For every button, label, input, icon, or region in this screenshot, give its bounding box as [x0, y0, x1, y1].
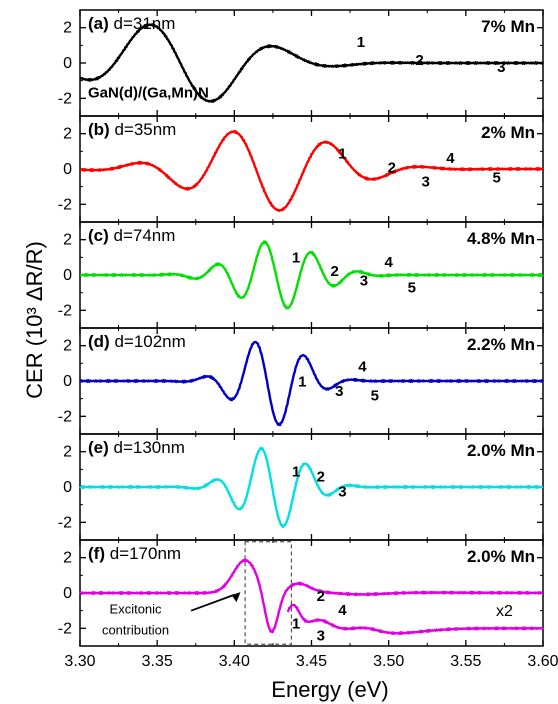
- peak-label: 3: [335, 383, 343, 400]
- series-line-x2: [286, 603, 544, 636]
- panel-c: 2 0 -2 (c) d=74nm 4.8% Mn 1 2 345: [58, 221, 544, 329]
- series-line: [79, 23, 544, 103]
- panel-letter: (c): [88, 226, 114, 245]
- y-tick-label: 2: [63, 20, 72, 37]
- panel-label: (c) d=74nm: [88, 226, 175, 245]
- series-line: [79, 558, 544, 634]
- panel-thickness: d=170nm: [110, 544, 181, 563]
- series-line: [78, 340, 544, 427]
- x-tick-label: 3.55: [450, 653, 481, 670]
- peak-label: 2: [330, 263, 338, 280]
- annotation-arrowhead: [231, 592, 241, 603]
- y-axis-title: CER (10³ ΔR/R): [22, 241, 47, 399]
- panel-label: (d) d=102nm: [88, 332, 186, 351]
- peak-label: 2: [317, 469, 325, 486]
- annotation-arrow: [190, 593, 235, 612]
- x-tick-label: 3.35: [142, 653, 173, 670]
- peak-label: 3: [338, 484, 346, 501]
- y-tick-label: -2: [58, 620, 72, 637]
- peak-label: 3: [360, 273, 368, 290]
- scale-note: x2: [496, 603, 513, 620]
- x-axis-title: Energy (eV): [271, 677, 388, 702]
- y-tick-label: 2: [63, 126, 72, 143]
- x-tick-label: 3.40: [219, 653, 250, 670]
- panel-label: (a) d=31nm: [88, 14, 175, 33]
- annotation-line-2: contribution: [102, 623, 169, 638]
- peak-label: 2: [388, 160, 396, 177]
- peak-label: 4: [358, 358, 367, 375]
- y-tick-label: 2: [63, 444, 72, 461]
- peak-label: 4: [338, 602, 347, 619]
- series-line: [79, 129, 544, 212]
- mn-concentration: 2.0% Mn: [467, 547, 535, 566]
- panel-thickness: d=74nm: [114, 226, 176, 245]
- peak-label: 3: [317, 628, 325, 645]
- y-tick-label: 2: [63, 232, 72, 249]
- panel-e: 20-2(e) d=130nm 2.0% Mn1 23: [58, 433, 544, 541]
- y-tick-label: 2: [63, 338, 72, 355]
- peak-label: 1: [338, 145, 346, 162]
- excitonic-box: [244, 541, 293, 645]
- x-tick-label: 3.45: [296, 653, 327, 670]
- mn-concentration: 2.0% Mn: [467, 441, 535, 460]
- series-line: [79, 446, 544, 529]
- panel-d: 2 0 -2 (d) d=102nm 2.2% Mn 1 345: [58, 327, 544, 435]
- panel-label: (e) d=130nm: [88, 438, 185, 457]
- peak-label: 5: [371, 387, 379, 404]
- y-tick-label: 0: [63, 373, 72, 390]
- panel-letter: (f): [88, 544, 110, 563]
- peak-label: 1: [292, 463, 300, 480]
- annotation-line-1: Excitonic: [110, 601, 163, 616]
- mn-concentration: 2.2% Mn: [467, 335, 535, 354]
- y-tick-label: -2: [58, 514, 72, 531]
- peak-label: 2: [415, 52, 423, 69]
- mn-concentration: 2% Mn: [481, 123, 535, 142]
- panel-letter: (a): [88, 14, 114, 33]
- panel-thickness: d=102nm: [114, 332, 185, 351]
- y-tick-label: -2: [58, 408, 72, 425]
- panel-label: (b) d=35nm: [88, 120, 176, 139]
- panel-letter: (d): [88, 332, 114, 351]
- peak-label: 1: [357, 34, 365, 51]
- panel-a: 2 0 -2 (a) d=31nm 7% Mn GaN(d)/(Ga,Mn)N 1 2 3: [58, 9, 544, 117]
- peak-label: 3: [422, 174, 430, 191]
- y-tick-label: -2: [58, 90, 72, 107]
- y-tick-label: -2: [58, 196, 72, 213]
- peak-label: 5: [493, 169, 501, 186]
- panel-letter: (b): [88, 120, 114, 139]
- panel-letter: (e): [88, 438, 114, 457]
- peak-label: 4: [446, 150, 455, 167]
- y-tick-label: 0: [63, 55, 72, 72]
- y-tick-label: -2: [58, 302, 72, 319]
- peak-label: 5: [408, 280, 416, 297]
- panel-thickness: d=35nm: [114, 120, 176, 139]
- mn-concentration: 4.8% Mn: [467, 229, 535, 248]
- peak-label: 1: [298, 373, 306, 390]
- panel-label: (f) d=170nm: [88, 544, 181, 563]
- mn-concentration: 7% Mn: [481, 17, 535, 36]
- y-tick-label: 0: [63, 585, 72, 602]
- x-tick-label: 3.50: [373, 653, 404, 670]
- structure-label: GaN(d)/(Ga,Mn)N: [88, 84, 209, 101]
- panel-f: 20-2(f) d=170nm 2.0% Mn2413Excitoniccontr…: [58, 539, 544, 647]
- y-tick-label: 2: [63, 550, 72, 567]
- panel-thickness: d=130nm: [114, 438, 185, 457]
- y-tick-label: 0: [63, 161, 72, 178]
- x-tick-label: 3.30: [64, 653, 95, 670]
- peak-label: 3: [497, 59, 505, 76]
- peak-label: 2: [317, 588, 325, 605]
- peak-label: 1: [292, 615, 300, 632]
- panel-thickness: d=31nm: [114, 14, 176, 33]
- panel-b: 2 0 -2 (b) d=35nm 2% Mn 1 2 34 5: [58, 115, 544, 223]
- x-tick-label: 3.60: [527, 653, 558, 670]
- y-tick-label: 0: [63, 479, 72, 496]
- peak-label: 4: [384, 254, 393, 271]
- y-tick-label: 0: [63, 267, 72, 284]
- peak-label: 1: [292, 250, 300, 267]
- series-line: [79, 240, 544, 310]
